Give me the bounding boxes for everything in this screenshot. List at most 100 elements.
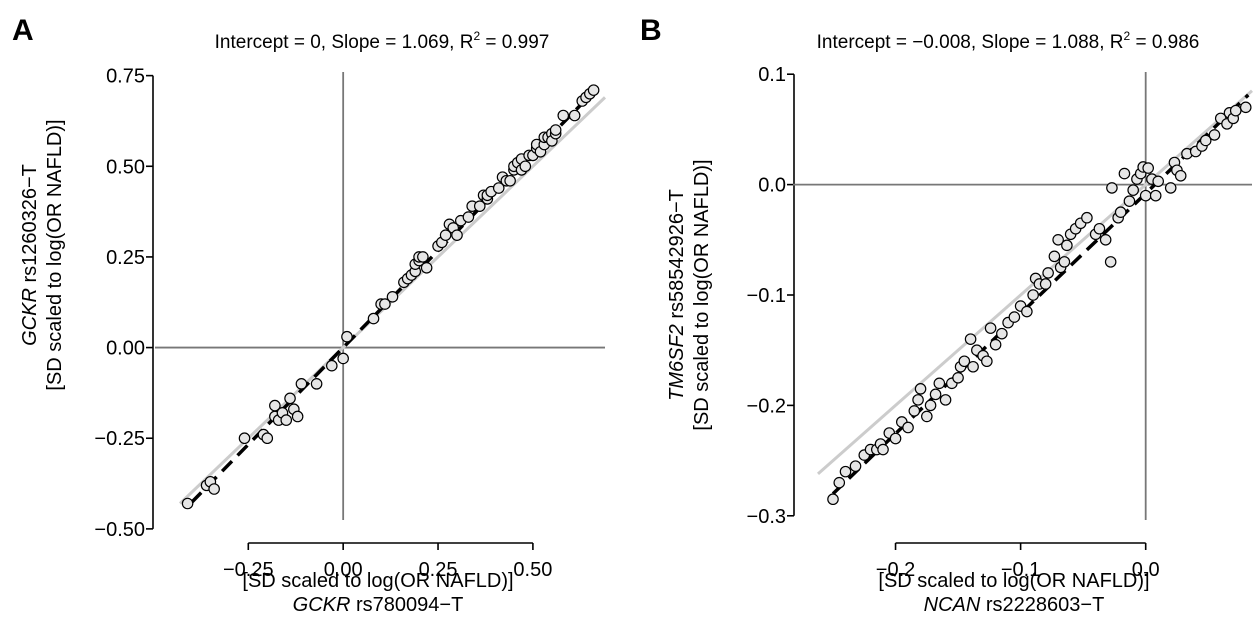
data-point [587,84,600,96]
data-point [238,432,251,445]
panel-b-y-label-line2: [SD scaled to log(OR NAFLD)] [691,159,713,430]
data-point [1164,182,1177,194]
data-point [1123,195,1136,207]
panel-a-points [181,84,600,510]
panel-a-title: Intercept = 0, Slope = 1.069, R2 = 0.997 [215,29,550,53]
data-point [929,388,942,401]
data-point [1208,129,1221,141]
data-point [902,421,914,434]
data-point [504,174,516,187]
data-point [1039,278,1052,290]
panel-b-title: Intercept = −0.008, Slope = 1.088, R2 = … [817,29,1200,53]
data-point [1093,222,1106,235]
y-tick-label: 0.00 [106,338,145,360]
data-point [1149,189,1162,202]
data-point [827,493,839,506]
y-tick-label: −0.1 [747,285,786,307]
data-point [889,432,902,445]
x-tick-label: 0.00 [324,559,363,581]
data-point [921,410,933,423]
data-point [181,497,194,510]
data-point [833,476,846,489]
y-tick-label: 0.75 [106,66,145,88]
data-point [291,410,304,423]
panel-a-x-label-line2: GCKR rs780094−T [293,594,464,616]
data-point [839,465,852,478]
data-point [1127,184,1139,196]
data-point [984,322,997,334]
data-point [1199,134,1212,147]
data-point [908,405,921,417]
data-point [325,359,338,372]
data-point [912,394,924,406]
data-point [462,211,475,223]
panel-a-y-ticks: −0.50 −0.25 0.00 0.25 0.50 0.75 [94,66,153,541]
data-point [439,229,452,241]
panel-b-plot-area: −0.2 −0.1 0.0 −0.3 −0.2 −0.1 0.0 0.1 [747,64,1253,581]
data-point [1174,169,1187,182]
data-point [996,327,1008,340]
panel-b-letter: B [640,14,662,47]
data-point [1139,189,1152,202]
y-tick-label: 0.25 [106,247,145,269]
panel-b-y-label-line1: TM6SF2 rs58542926−T [666,189,688,401]
data-point [1008,311,1021,323]
data-point [967,360,979,373]
data-point [451,229,463,241]
x-tick-label: −0.25 [223,559,274,581]
data-point [492,182,505,194]
y-tick-label: −0.25 [94,428,145,450]
data-point [473,200,486,212]
data-point [924,399,937,412]
panel-b-y-ticks: −0.3 −0.2 −0.1 0.0 0.1 [747,64,794,528]
data-point [1027,289,1039,301]
data-point [1081,211,1093,224]
data-point [1152,175,1164,188]
data-point [1104,256,1117,268]
data-point [981,355,993,368]
data-point [1114,206,1127,219]
data-point [337,352,349,365]
data-point [295,378,308,390]
x-tick-label: 0.50 [513,559,552,581]
y-tick-label: −0.50 [94,519,145,541]
data-point [877,443,889,456]
data-point [1099,234,1112,246]
y-tick-label: −0.2 [747,395,786,417]
panel-b-points [827,101,1252,506]
data-point [1061,239,1073,252]
data-point [208,483,220,495]
data-point [958,355,971,368]
data-point [367,312,380,325]
data-point [849,460,862,472]
panel-b-x-ticks: −0.2 −0.1 0.0 [876,543,1160,581]
data-point [1058,256,1071,268]
panel-a-x-ticks: −0.25 0.00 0.25 0.50 [223,543,552,581]
panel-b: B Intercept = −0.008, Slope = 1.088, R2 … [640,14,1253,616]
data-point [1106,182,1118,194]
y-tick-label: 0.50 [106,156,145,178]
panel-b-x-label-line2: NCAN rs2228603−T [924,594,1105,616]
y-tick-label: 0.1 [758,64,786,86]
x-tick-label: −0.1 [1001,559,1040,581]
x-tick-label: 0.25 [419,559,458,581]
data-point [939,394,952,406]
data-point [386,291,399,303]
y-tick-label: 0.0 [758,175,786,197]
data-point [261,432,274,445]
x-tick-label: 0.0 [1132,559,1160,581]
data-point [519,160,532,173]
data-point [1052,234,1064,246]
data-point [420,262,433,274]
data-point [310,378,323,390]
data-point [1021,305,1033,318]
panel-a-y-label-line2: [SD scaled to log(OR NAFLD)] [44,119,66,390]
panel-a-plot-area: −0.25 0.00 0.25 0.50 −0.50 −0.25 0.00 0.25 0.50… [94,66,607,581]
data-point [1118,167,1131,180]
data-point [914,383,927,395]
data-point [952,371,964,384]
data-point [989,338,1002,351]
data-point [1048,250,1061,263]
panel-a-x-label-line1: [SD scaled to log(OR NAFLD)] [242,570,513,592]
x-tick-label: −0.2 [876,559,915,581]
